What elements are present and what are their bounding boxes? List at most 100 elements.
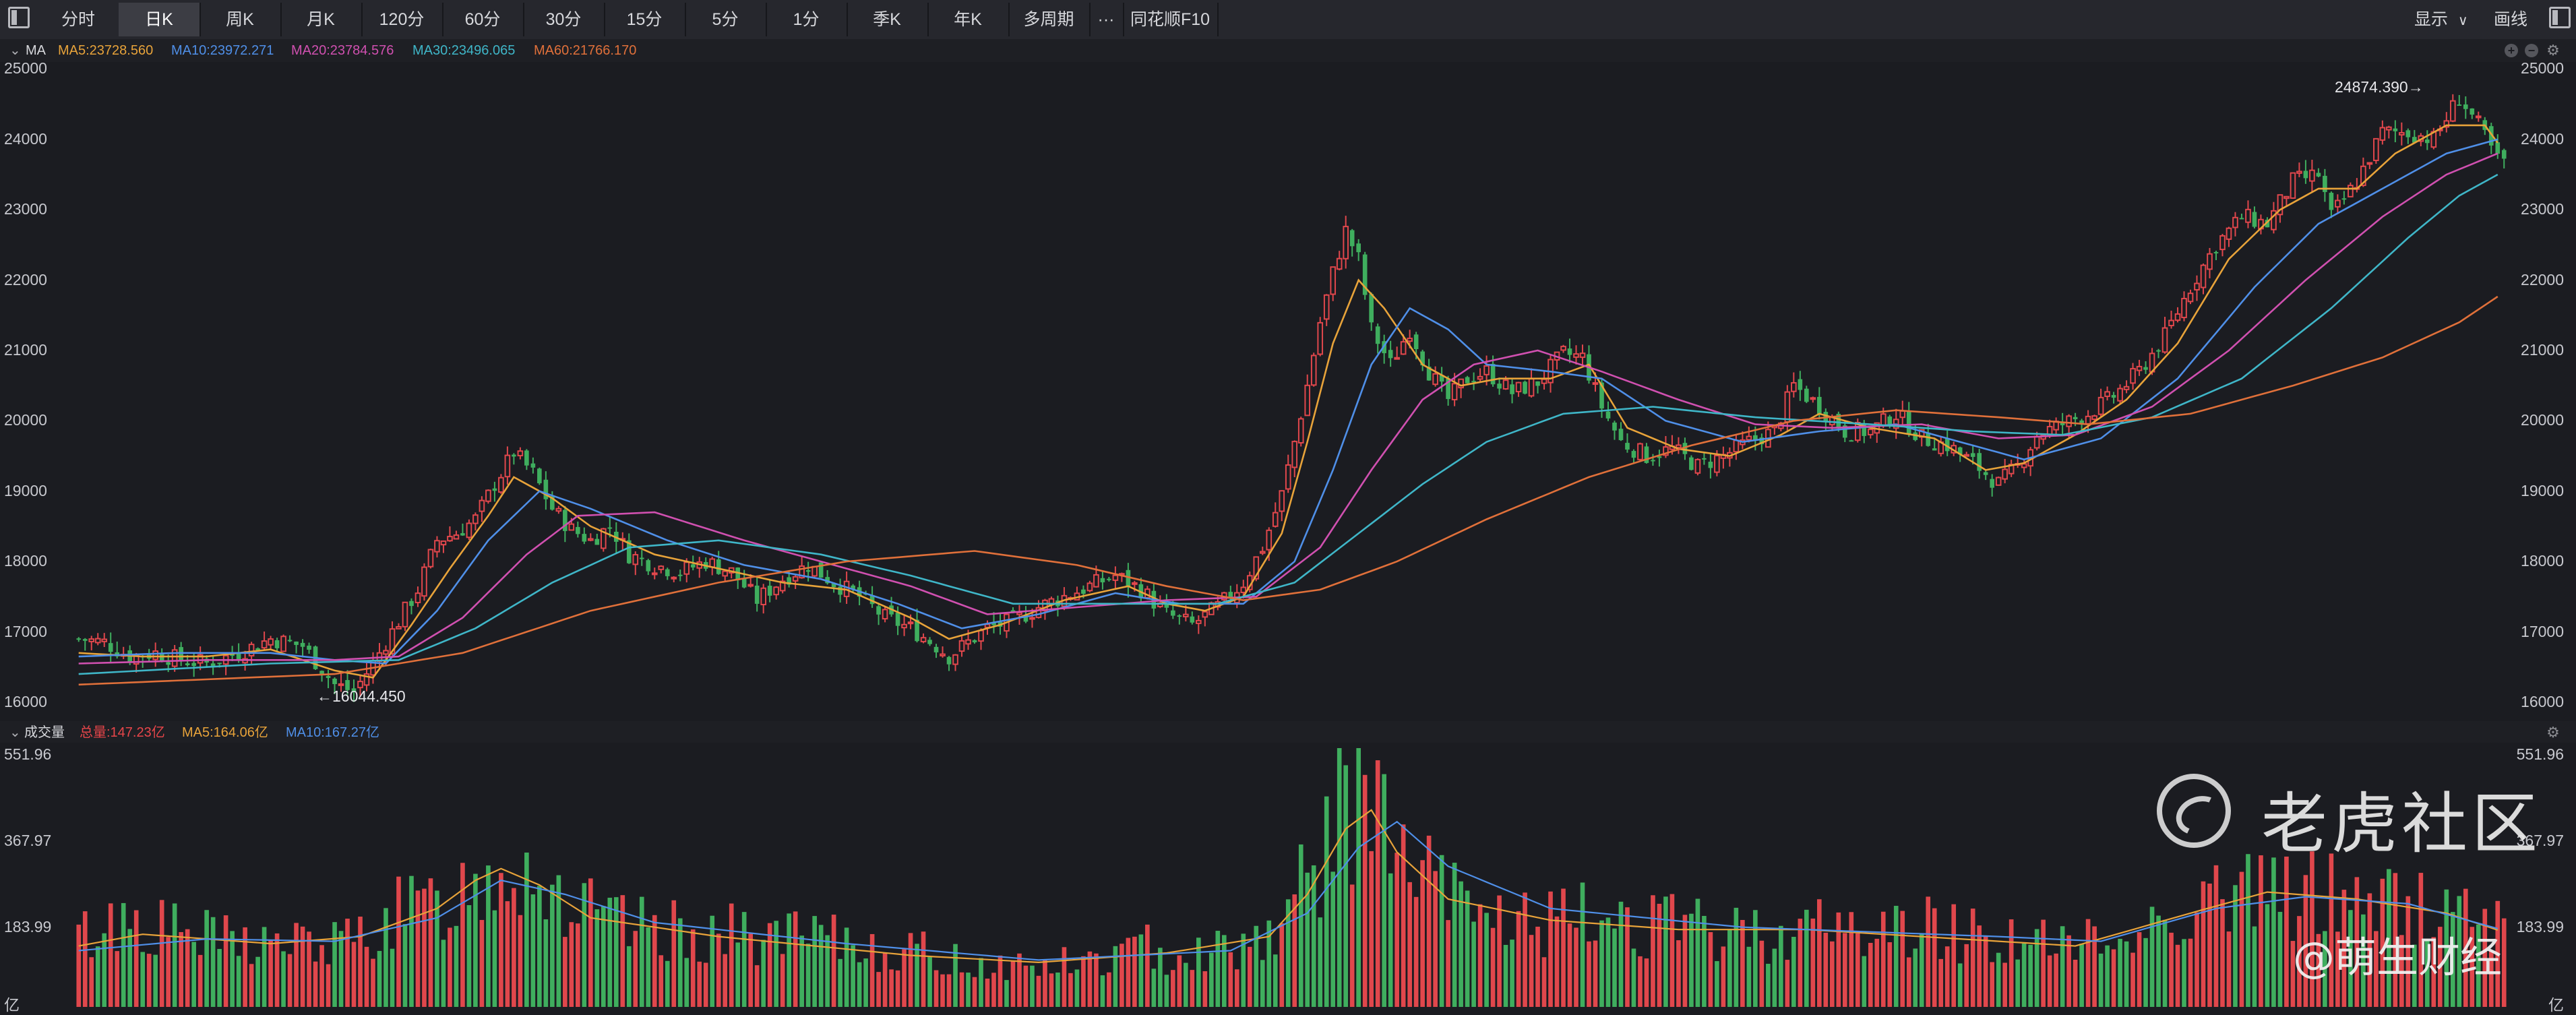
candle-down (2323, 175, 2327, 192)
volume-bar (838, 958, 842, 1007)
volume-bar (1944, 946, 1950, 1007)
candle-down (1490, 363, 1496, 385)
ma5-legend: MA5:23728.560 (58, 43, 154, 58)
volume-bar (1292, 894, 1297, 1007)
candle-down (2457, 104, 2462, 106)
tab-14[interactable]: 同花顺F10 (1123, 3, 1219, 36)
volume-bar (1740, 919, 1745, 1007)
candle-down (1798, 379, 1803, 390)
volume-bar (2329, 853, 2334, 1007)
volume-bar (748, 933, 754, 1007)
volume-indicator-name[interactable]: 成交量 (24, 725, 65, 740)
candle-down (735, 567, 741, 580)
volume-bar (518, 915, 523, 1007)
candle-down (159, 653, 164, 662)
candle-up (2283, 195, 2290, 199)
candle-down (741, 578, 747, 588)
collapse-chevron-icon[interactable]: ⌄ (9, 725, 21, 740)
volume-bar (1439, 855, 1444, 1007)
volume-bar (1126, 937, 1131, 1007)
volume-bar (1880, 911, 1886, 1007)
tab-3[interactable]: 月K (280, 3, 363, 36)
volume-bar (1055, 972, 1060, 1007)
candle-down (274, 640, 280, 648)
candle-down (537, 468, 542, 484)
volume-bar (2367, 893, 2372, 1007)
volume-bar (1759, 940, 1765, 1007)
volume-bar (338, 931, 344, 1007)
volume-bar (1932, 908, 1937, 1007)
tab-0[interactable]: 分时 (38, 3, 120, 36)
candle-up (722, 570, 729, 577)
tab-10[interactable]: 季K (847, 3, 929, 36)
tab-12[interactable]: 多周期 (1008, 3, 1091, 36)
volume-bar (1477, 904, 1483, 1007)
indicator-name[interactable]: MA (26, 43, 46, 58)
tab-9[interactable]: 1分 (766, 3, 848, 36)
tab-1[interactable]: 日K (119, 3, 201, 36)
tab-7[interactable]: 15分 (604, 3, 686, 36)
candle-up (338, 683, 344, 686)
candle-up (1714, 454, 1720, 473)
draw-line-button[interactable]: 画线 (2494, 3, 2527, 36)
volume-bar (697, 961, 702, 1007)
price-tick-left-2: 23000 (4, 200, 47, 218)
candle-down (1605, 411, 1611, 419)
tab-11[interactable]: 年K (927, 3, 1010, 36)
tab-6[interactable]: 30分 (523, 3, 605, 36)
price-tick-right-9: 16000 (2521, 692, 2564, 710)
candle-down (1369, 294, 1374, 323)
gear-icon[interactable]: ⚙ (2546, 724, 2560, 741)
display-label: 显示 (2414, 10, 2449, 29)
volume-bar (1043, 959, 1047, 1007)
candle-down (1471, 381, 1476, 383)
tab-4[interactable]: 120分 (361, 3, 443, 36)
candle-up (2348, 185, 2354, 197)
volume-bar (2354, 877, 2360, 1007)
volume-bar (133, 910, 139, 1007)
volume-bar (959, 972, 964, 1007)
volume-bar (2169, 932, 2174, 1007)
volume-bar (1535, 926, 1540, 1007)
candle-down (754, 585, 760, 604)
candle-down (1887, 417, 1893, 427)
candle-up (2161, 327, 2168, 353)
volume-bar (287, 954, 293, 1007)
candle-down (2495, 142, 2501, 154)
panel-toggle-icon[interactable] (2549, 7, 2571, 28)
volume-bar (1746, 946, 1752, 1007)
display-menu-button[interactable]: 显示 ∨ (2414, 3, 2468, 36)
price-chart[interactable] (0, 62, 2576, 720)
candle-down (543, 479, 549, 499)
candle-down (255, 648, 260, 651)
gear-icon[interactable]: ⚙ (2546, 42, 2560, 59)
sidebar-toggle-icon[interactable] (8, 7, 30, 28)
volume-bar (274, 933, 280, 1007)
candle-down (185, 663, 190, 665)
volume-bar (639, 896, 644, 1007)
candle-up (171, 649, 178, 667)
candle-down (1081, 589, 1086, 594)
tab-2[interactable]: 周K (200, 3, 282, 36)
volume-chart[interactable] (0, 743, 2576, 1012)
volume-bar (146, 954, 152, 1007)
candle-down (1023, 615, 1029, 622)
candle-down (1708, 462, 1713, 468)
volume-bar (1772, 948, 1777, 1007)
remove-indicator-icon[interactable]: − (2525, 44, 2538, 57)
candle-up (2335, 199, 2341, 208)
volume-bar (805, 944, 811, 1007)
volume-bar (1362, 774, 1368, 1007)
candle-up (357, 681, 363, 689)
tab-5[interactable]: 60分 (442, 3, 524, 36)
candle-up (1694, 458, 1701, 474)
add-indicator-icon[interactable]: + (2505, 44, 2518, 57)
tab-13[interactable]: ··· (1089, 3, 1124, 36)
tab-8[interactable]: 5分 (685, 3, 767, 36)
collapse-chevron-icon[interactable]: ⌄ (9, 43, 21, 58)
volume-bar (351, 942, 357, 1007)
candle-down (1439, 375, 1444, 382)
volume-bar (1107, 972, 1111, 1007)
volume-bar (159, 900, 164, 1007)
volume-bar (1625, 907, 1630, 1007)
